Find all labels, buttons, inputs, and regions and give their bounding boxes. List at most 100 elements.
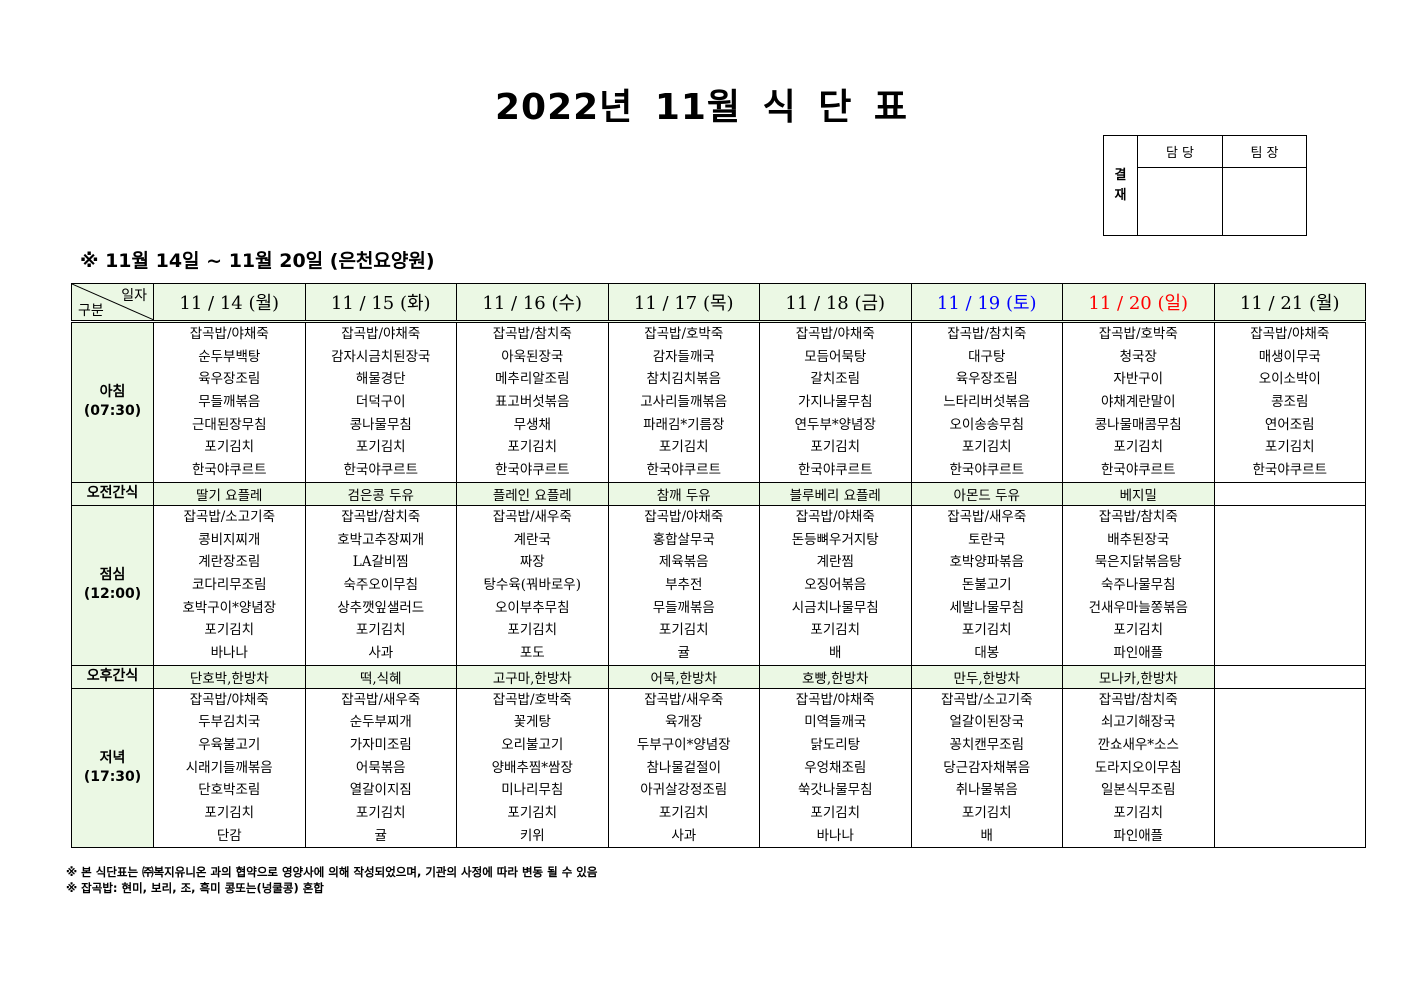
menu-item: 호박양파볶음 <box>949 554 1025 571</box>
am-snack-row: 오전간식 딸기 요플레 검은콩 두유 플레인 요플레 참깨 두유 블루베리 요플레 아몬드 … <box>71 481 1366 506</box>
dinner-label-line: 저녁 <box>99 750 126 767</box>
menu-item: 포기김치 <box>355 622 406 639</box>
dinner-row: 저녁 (17:30) 잡곡밥/야채죽 두부김치국 우육불고기 시래기들깨볶음 단호박조림 포기… <box>71 687 1366 849</box>
menu-item <box>1215 506 1366 529</box>
menu-item: 탕수육(꿔바로우) <box>483 576 581 593</box>
menu-item: 제육볶음 <box>658 554 709 571</box>
menu-item: 포기김치 <box>204 439 255 456</box>
lunch-cell: 잡곡밥/소고기죽 콩비지찌개 계란장조림 코다리무조림 호박구이*양념장 포기김치 바나나 <box>153 504 306 666</box>
menu-item: 포기김치 <box>961 805 1012 822</box>
menu-item: 쑥갓나물무침 <box>797 782 873 799</box>
menu-item: 대봉 <box>974 644 1000 661</box>
menu-item: 짜장 <box>519 554 545 571</box>
date-header: 11 / 15 (화) <box>304 283 457 323</box>
menu-item: 콩나물무침 <box>349 416 412 433</box>
menu-item <box>1215 779 1366 802</box>
menu-item: 취나물볶음 <box>955 782 1018 799</box>
menu-item: 시래기들깨볶음 <box>185 759 273 776</box>
dinner-cell <box>1213 687 1366 849</box>
lunch-label-line: 점심 <box>99 567 126 584</box>
menu-item: 얼갈이된장국 <box>949 714 1025 731</box>
menu-item: 잡곡밥/호박죽 <box>644 326 724 342</box>
am-snack-cell: 베지밀 <box>1062 481 1215 506</box>
menu-item: 배추된장국 <box>1107 531 1170 548</box>
menu-item <box>1215 825 1366 848</box>
breakfast-cell: 잡곡밥/참치죽 대구탕 육우장조림 느타리버섯볶음 오이송송무침 포기김치 한국야쿠르트 <box>910 321 1063 483</box>
menu-item: 감자시금치된장국 <box>331 348 431 365</box>
menu-item: 포기김치 <box>507 622 558 639</box>
pm-snack-cell: 어묵,한방차 <box>607 664 760 689</box>
menu-item: 잡곡밥/야채죽 <box>1250 326 1330 342</box>
breakfast-cell: 잡곡밥/야채죽 매생이무국 오이소박이 콩조림 연어조림 포기김치 한국야쿠르트 <box>1213 321 1366 483</box>
am-snack-label: 오전간식 <box>71 481 154 506</box>
lunch-cell: 잡곡밥/새우죽 토란국 호박양파볶음 돈불고기 세발나물무침 포기김치 대봉 <box>910 504 1063 666</box>
menu-item: 포기김치 <box>810 805 861 822</box>
menu-item: LA갈비찜 <box>352 554 409 571</box>
pm-snack-cell: 고구마,한방차 <box>456 664 609 689</box>
menu-item: 잡곡밥/참치죽 <box>1098 508 1178 525</box>
menu-item: 무생채 <box>513 416 551 433</box>
dinner-cell: 잡곡밥/참치죽 쇠고기해장국 깐쇼새우*소스 도라지오이무침 일본식무조림 포기김치 파인애… <box>1062 687 1215 849</box>
breakfast-cell: 잡곡밥/야채죽 감자시금치된장국 해물경단 더덕구이 콩나물무침 포기김치 한국야쿠르트 <box>304 321 457 483</box>
menu-item: 포기김치 <box>658 439 709 456</box>
breakfast-row: 아침 (07:30) 잡곡밥/야채죽 순두부백탕 육우장조림 무들깨볶음 근대된장무침 포기김… <box>71 321 1366 483</box>
menu-item: 갈치조림 <box>810 371 861 388</box>
pm-snack-cell: 떡,식혜 <box>304 664 457 689</box>
menu-item: 잡곡밥/참치죽 <box>492 326 572 342</box>
menu-item: 닭도리탕 <box>810 737 861 753</box>
menu-item: 코다리무조림 <box>191 576 267 593</box>
menu-item: 두부김치국 <box>198 714 261 731</box>
lunch-cell <box>1213 504 1366 666</box>
menu-item: 콩나물매콤무침 <box>1094 416 1182 433</box>
am-snack-cell: 플레인 요플레 <box>456 481 609 506</box>
dinner-label: 저녁 (17:30) <box>71 687 154 849</box>
menu-item: 육우장조림 <box>955 371 1018 388</box>
menu-item: 포기김치 <box>507 439 558 456</box>
menu-item: 순두부찌개 <box>349 714 412 731</box>
menu-item: 잡곡밥/야채죽 <box>189 326 269 342</box>
approval-label: 결 재 <box>1103 135 1138 236</box>
menu-item: 한국야쿠르트 <box>646 462 722 479</box>
menu-item: 잡곡밥/새우죽 <box>947 508 1027 525</box>
menu-item: 아욱된장국 <box>501 348 564 365</box>
menu-item: 호박고추장찌개 <box>337 531 425 548</box>
menu-item: 미역들깨국 <box>804 714 867 731</box>
menu-item: 포기김치 <box>355 439 406 456</box>
menu-item: 시금치나물무침 <box>791 599 879 616</box>
menu-item: 고사리들깨볶음 <box>640 394 728 411</box>
menu-item: 잡곡밥/야채죽 <box>341 326 421 342</box>
menu-item: 미나리무침 <box>501 782 564 799</box>
menu-item: 포기김치 <box>507 805 558 822</box>
approval-box: 결 재 담 당 팀 장 <box>1103 135 1307 236</box>
menu-item: 잡곡밥/호박죽 <box>1098 326 1178 342</box>
menu-item: 계란국 <box>513 531 551 548</box>
menu-item: 숙주오이무침 <box>343 576 419 593</box>
date-header: 11 / 14 (월) <box>153 283 306 323</box>
menu-item: 파인애플 <box>1113 644 1164 661</box>
menu-item: 잡곡밥/야채죽 <box>189 691 269 708</box>
menu-item: 쇠고기해장국 <box>1100 714 1176 731</box>
subtitle: ※ 11월 14일 ~ 11월 20일 (은천요양원) <box>80 250 435 272</box>
menu-item: 포기김치 <box>658 805 709 822</box>
menu-item: 부추전 <box>665 576 703 593</box>
am-snack-cell: 블루베리 요플레 <box>759 481 912 506</box>
footnote-1: ※ 본 식단표는 ㈜복지유니온 과의 협약으로 영양사에 의해 작성되었으며, … <box>66 865 598 879</box>
menu-item: 한국야쿠르트 <box>494 462 570 479</box>
pm-snack-label: 오후간식 <box>71 664 154 689</box>
menu-item: 배 <box>829 644 842 661</box>
menu-item: 포기김치 <box>961 439 1012 456</box>
menu-item: 야채계란말이 <box>1100 394 1176 411</box>
diagonal-line <box>72 284 154 320</box>
am-snack-cell: 참깨 두유 <box>607 481 760 506</box>
dinner-cell: 잡곡밥/야채죽 미역들깨국 닭도리탕 우엉채조림 쑥갓나물무침 포기김치 바나나 <box>759 687 912 849</box>
menu-item: 자반구이 <box>1113 371 1164 388</box>
date-header: 11 / 18 (금) <box>759 283 912 323</box>
pm-snack-row: 오후간식 단호박,한방차 떡,식혜 고구마,한방차 어묵,한방차 호빵,한방차 만두,한방차… <box>71 664 1366 689</box>
menu-item: 잡곡밥/참치죽 <box>947 326 1027 342</box>
menu-item: 매생이무국 <box>1258 348 1321 365</box>
menu-item: 메추리알조림 <box>494 371 570 388</box>
menu-item: 깐쇼새우*소스 <box>1097 737 1179 753</box>
menu-item: 꽁치캔무조림 <box>949 737 1025 753</box>
menu-item: 우엉채조림 <box>804 759 867 776</box>
menu-item: 느타리버섯볶음 <box>943 394 1031 411</box>
